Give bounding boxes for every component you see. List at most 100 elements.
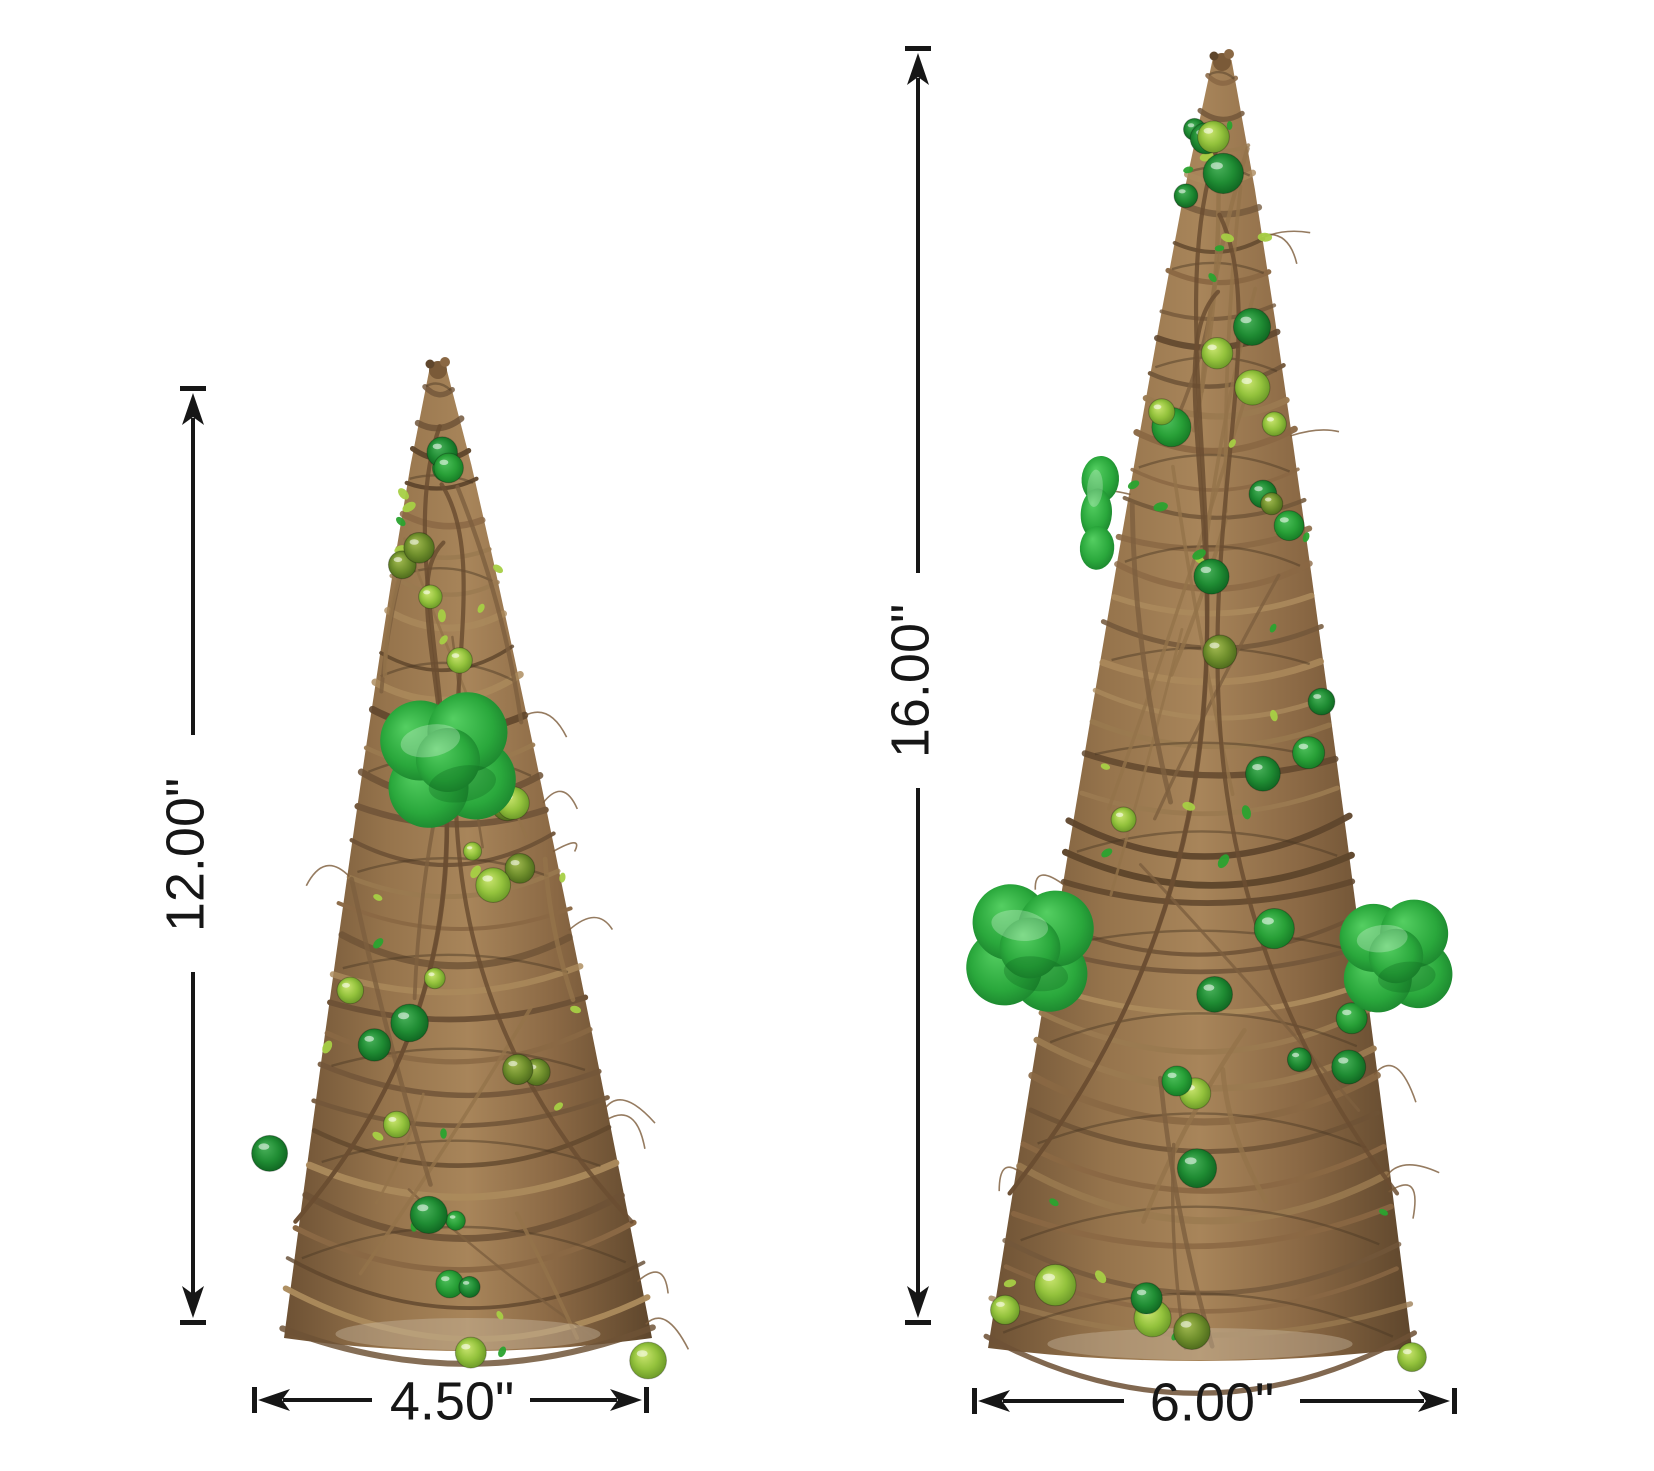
bead	[403, 532, 435, 564]
twig-whisker	[605, 1114, 646, 1149]
twig-cross	[1220, 1067, 1269, 1204]
pip-berry	[1183, 166, 1194, 174]
twig-whisker	[542, 790, 579, 810]
bead	[1286, 1047, 1312, 1073]
bead	[418, 584, 443, 610]
dimension-cap	[252, 1387, 257, 1413]
twig-coil	[1020, 1141, 1387, 1194]
pip-berry	[439, 635, 448, 645]
bead-ball	[433, 452, 464, 484]
twig-cross	[515, 1211, 579, 1340]
twig-whisker	[636, 1271, 669, 1294]
bead	[1245, 755, 1281, 792]
arrowhead-up-icon	[907, 53, 929, 85]
bead	[504, 853, 536, 884]
bead-highlight	[1203, 984, 1215, 991]
dimension-cap	[180, 386, 206, 391]
pip-berry	[1269, 623, 1277, 633]
bead-ball	[1232, 307, 1272, 346]
twig-whisker	[568, 916, 614, 931]
arrowhead-up-icon	[182, 393, 204, 425]
bead-highlight	[462, 1281, 470, 1285]
bead	[1173, 1312, 1211, 1350]
pip-berry	[1270, 709, 1278, 722]
bead-ball	[1110, 806, 1137, 833]
twig-coil	[1099, 658, 1325, 686]
bead-highlight	[482, 875, 493, 882]
bead	[433, 452, 464, 484]
bead-highlight	[449, 1215, 456, 1219]
pip-berry	[1182, 801, 1196, 811]
bead-highlight	[461, 1343, 471, 1350]
bead-ball	[1260, 492, 1284, 516]
bead-ball	[1176, 1148, 1218, 1189]
bead-highlight	[258, 1143, 270, 1150]
bead	[1196, 976, 1233, 1013]
twig-cross	[542, 856, 576, 1003]
pip-berry	[1228, 439, 1236, 448]
bead-ball	[458, 1275, 481, 1299]
bead	[990, 1294, 1021, 1326]
bead-ball	[629, 1341, 667, 1380]
bead	[1202, 634, 1238, 670]
twig-coil	[1065, 812, 1353, 860]
bead-highlight	[428, 972, 435, 977]
large-tree-width-label: 6.00"	[1150, 1372, 1274, 1432]
twig-whisker	[1388, 1184, 1416, 1219]
bead-ball	[357, 1028, 392, 1062]
pip-berry	[1101, 848, 1113, 858]
bead-ball	[409, 1195, 448, 1235]
twig-coil	[292, 1219, 637, 1273]
twig-coil	[1197, 107, 1245, 122]
bead-highlight	[417, 1204, 429, 1212]
twig-whisker	[1034, 874, 1066, 890]
bead-ball	[1130, 1282, 1163, 1315]
bead-highlight	[1266, 417, 1274, 422]
bead-highlight	[1254, 486, 1263, 492]
bead-highlight	[1210, 162, 1223, 170]
bead-highlight	[508, 1060, 518, 1067]
bead-ball	[1193, 558, 1230, 595]
large-tree-width-dimension: 6.00"	[972, 1372, 1457, 1432]
arrowhead-down-icon	[182, 1286, 204, 1318]
pip-berry	[1127, 480, 1140, 490]
bead-highlight	[409, 539, 419, 545]
shamrock-ornament	[380, 692, 516, 828]
twig-coil-back	[1020, 1205, 1380, 1246]
bead	[1234, 369, 1271, 406]
pip-berry	[396, 516, 406, 527]
pip-berry	[477, 603, 485, 613]
twig-coil	[1092, 687, 1330, 721]
small-tree	[251, 357, 690, 1380]
bead-ball	[336, 976, 365, 1005]
bead-highlight	[342, 982, 350, 988]
bead	[357, 1028, 392, 1062]
pip-berry	[1379, 1208, 1388, 1216]
twig-whisker	[1386, 1164, 1440, 1177]
bead-highlight	[1402, 1349, 1412, 1355]
bead	[251, 1134, 289, 1172]
twig-whisker	[1373, 1064, 1417, 1103]
twig-coil	[1122, 495, 1307, 520]
twig-coil	[1011, 1203, 1394, 1249]
pip-berry	[498, 1346, 507, 1358]
bead-ball	[1034, 1263, 1077, 1307]
twig-whisker	[524, 711, 568, 738]
twig-coil	[1133, 425, 1298, 455]
twig-coil	[399, 510, 486, 530]
dimension-cap	[644, 1387, 649, 1413]
pip-berry	[1217, 854, 1230, 869]
twig-coil-back	[321, 1139, 601, 1168]
twig-whisker	[1290, 429, 1340, 437]
bead	[446, 647, 473, 674]
arrowhead-left-icon	[258, 1389, 290, 1411]
large-tree-photo	[966, 49, 1453, 1396]
base-interior	[335, 1318, 601, 1350]
twig-coil	[1055, 914, 1360, 957]
bead-highlight	[1279, 517, 1289, 523]
twig-coil-back	[331, 1047, 586, 1072]
twig-coil	[305, 1159, 620, 1201]
pip-berry	[570, 1005, 582, 1014]
bead-ball	[382, 1110, 411, 1139]
bead-ball	[1161, 1065, 1193, 1097]
